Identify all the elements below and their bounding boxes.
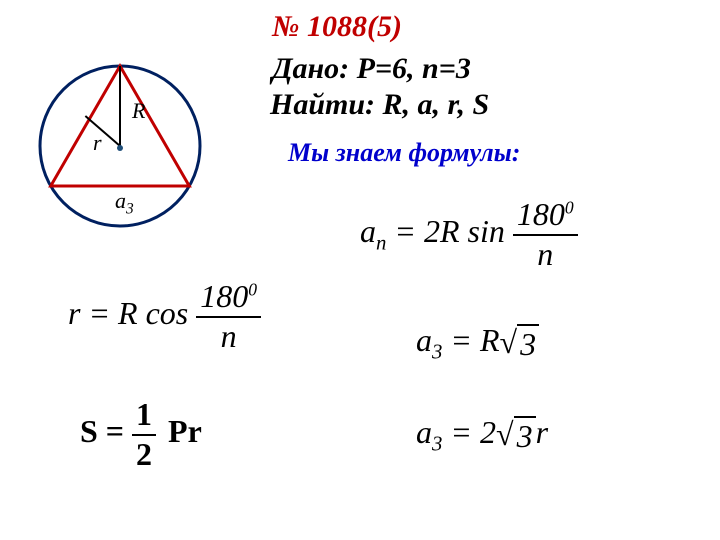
formula-apothem: r = R cos 1800 n: [68, 280, 261, 353]
find-line: Найти: R, a, r, S: [270, 88, 489, 122]
slide: № 1088(5) Дано: Р=6, n=3 Найти: R, a, r,…: [0, 0, 720, 540]
label-R: R: [132, 98, 145, 124]
label-r: r: [93, 130, 102, 156]
formula-side-via-r: a3 = 2√3r: [416, 414, 548, 456]
problem-number: № 1088(5): [272, 10, 402, 44]
formula-side-general: an = 2R sin 1800 n: [360, 198, 578, 271]
known-formulas-label: Мы знаем формулы:: [288, 138, 520, 168]
formula-area: S = 1 2 Pr: [80, 398, 202, 471]
formula-side-via-R: a3 = R√3: [416, 322, 539, 364]
label-a3: a3: [115, 188, 134, 218]
apothem-segment: [85, 116, 120, 146]
center-point: [117, 145, 123, 151]
given-line: Дано: Р=6, n=3: [272, 52, 471, 86]
triangle-circle-diagram: r R a3: [20, 46, 220, 251]
